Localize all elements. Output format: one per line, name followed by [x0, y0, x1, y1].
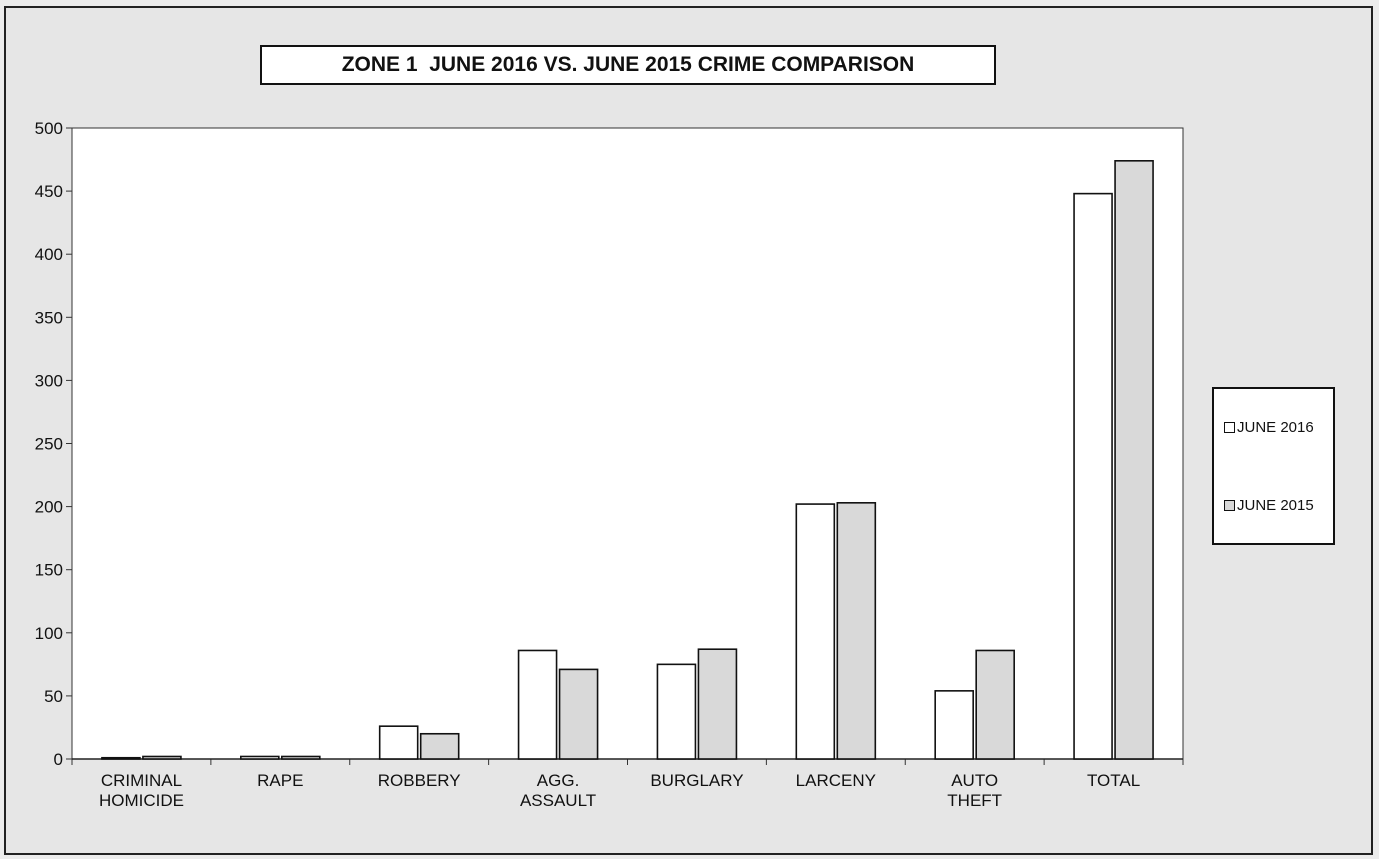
x-tick-label-2: ROBBERY: [378, 771, 461, 790]
y-tick-label-10: 500: [35, 119, 63, 138]
bar-june-2015-7: [1114, 160, 1154, 760]
chart-title: ZONE 1 JUNE 2016 VS. JUNE 2015 CRIME COM…: [260, 45, 996, 85]
bar-june-2015-1: [281, 755, 321, 760]
chart-legend: JUNE 2016 JUNE 2015: [1212, 387, 1335, 545]
x-tick-label-line: RAPE: [257, 771, 303, 790]
x-tick-label-line: THEFT: [947, 791, 1002, 810]
legend-label-1: JUNE 2015: [1237, 497, 1314, 514]
y-tick-label-5: 250: [35, 435, 63, 454]
x-tick-label-line: HOMICIDE: [99, 791, 184, 810]
bar-june-2016-7: [1073, 192, 1113, 760]
bar-june-2015-4: [697, 648, 738, 760]
x-tick-label-line: AUTO: [951, 771, 998, 790]
bar-june-2016-3: [517, 649, 558, 760]
y-tick-label-9: 450: [35, 182, 63, 201]
x-tick-label-line: ASSAULT: [520, 791, 596, 810]
bar-june-2016-6: [934, 690, 974, 760]
bars-layer: [101, 160, 1154, 760]
legend-swatch-0: [1224, 422, 1235, 433]
bar-june-2015-3: [558, 668, 599, 760]
legend-item-1: JUNE 2015: [1224, 497, 1314, 514]
y-tick-label-7: 350: [35, 308, 63, 327]
bar-june-2015-0: [142, 755, 182, 760]
x-tick-label-1: RAPE: [257, 771, 303, 790]
y-tick-label-4: 200: [35, 498, 63, 517]
bar-june-2016-5: [795, 503, 836, 760]
x-tick-label-line: BURGLARY: [650, 771, 743, 790]
y-tick-label-8: 400: [35, 245, 63, 264]
bar-june-2015-2: [419, 732, 460, 760]
x-tick-label-5: LARCENY: [796, 771, 876, 790]
x-tick-label-line: ROBBERY: [378, 771, 461, 790]
y-tick-label-6: 300: [35, 371, 63, 390]
x-tick-label-7: TOTAL: [1087, 771, 1140, 790]
labels-layer: 0 50 100 150 200 250 300 350 400 450 500 CRIMINAL HO…: [35, 119, 1141, 810]
plot-area: [71, 127, 1184, 760]
bar-june-2015-5: [836, 502, 877, 760]
x-tick-label-line: AGG.: [537, 771, 580, 790]
y-tick-label-1: 50: [44, 687, 63, 706]
x-tick-label-line: TOTAL: [1087, 771, 1140, 790]
legend-swatch-1: [1224, 500, 1235, 511]
x-tick-label-6: AUTO THEFT: [947, 771, 1002, 810]
x-tick-label-line: CRIMINAL: [101, 771, 182, 790]
y-tick-label-3: 150: [35, 561, 63, 580]
y-tick-label-0: 0: [54, 750, 63, 769]
bar-june-2016-1: [240, 755, 280, 760]
x-tick-label-line: LARCENY: [796, 771, 876, 790]
legend-label-0: JUNE 2016: [1237, 419, 1314, 436]
x-tick-label-3: AGG. ASSAULT: [520, 771, 596, 810]
y-tick-label-2: 100: [35, 624, 63, 643]
x-tick-label-4: BURGLARY: [650, 771, 743, 790]
bar-june-2016-0: [101, 756, 141, 760]
bar-june-2016-2: [378, 725, 419, 760]
bar-june-2015-6: [975, 649, 1015, 760]
bar-june-2016-4: [656, 663, 697, 760]
legend-item-0: JUNE 2016: [1224, 419, 1314, 436]
x-tick-label-0: CRIMINAL HOMICIDE: [99, 771, 184, 810]
